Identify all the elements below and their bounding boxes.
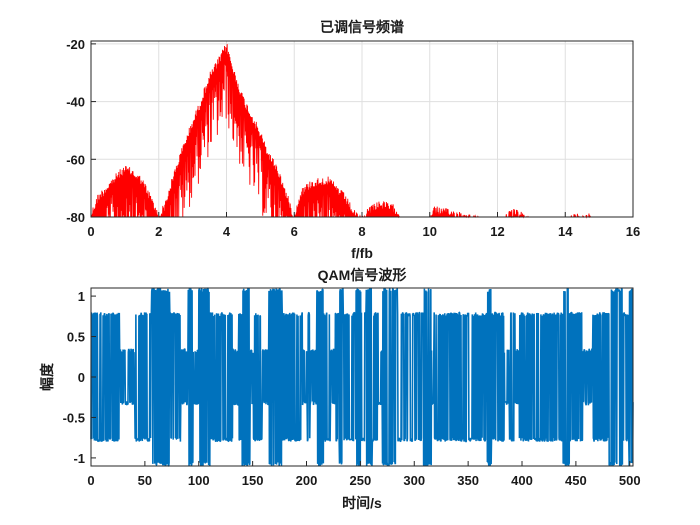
- waveform-x-tick-label: 450: [565, 473, 587, 488]
- waveform-y-tick-label: 0: [78, 370, 85, 385]
- spectrum-y-ticks: -20 -40 -60 -80: [66, 37, 96, 225]
- spectrum-x-label: f/fb: [351, 245, 373, 261]
- waveform-y-ticks: 1 0.5 0 -0.5 -1: [63, 289, 96, 466]
- waveform-line: [90, 287, 634, 467]
- spectrum-x-tick-label: 2: [155, 224, 162, 239]
- waveform-x-tick-label: 0: [87, 473, 94, 488]
- spectrum-x-tick-label: 8: [358, 224, 365, 239]
- waveform-title: QAM信号波形: [318, 267, 407, 283]
- spectrum-y-tick-label: -60: [66, 152, 85, 167]
- spectrum-x-tick-label: 6: [291, 224, 298, 239]
- waveform-y-tick-label: 1: [78, 289, 85, 304]
- waveform-subplot: 0 50 100 150 200 250 300 350 400 450 500 1 0.5 0 -0.5…: [39, 267, 641, 511]
- spectrum-x-tick-label: 4: [223, 224, 231, 239]
- waveform-x-tick-label: 250: [350, 473, 372, 488]
- spectrum-y-tick-label: -40: [66, 95, 85, 110]
- waveform-x-label: 时间/s: [342, 495, 382, 511]
- waveform-x-tick-label: 50: [138, 473, 152, 488]
- spectrum-title: 已调信号频谱: [320, 19, 404, 35]
- waveform-y-label: 幅度: [39, 362, 55, 391]
- spectrum-x-tick-label: 12: [490, 224, 504, 239]
- waveform-x-tick-label: 400: [511, 473, 533, 488]
- spectrum-x-tick-label: 10: [423, 224, 437, 239]
- spectrum-y-tick-label: -20: [66, 37, 85, 52]
- waveform-x-tick-label: 100: [188, 473, 210, 488]
- waveform-y-tick-label: -0.5: [63, 410, 85, 425]
- waveform-x-tick-label: 500: [619, 473, 641, 488]
- waveform-x-tick-label: 150: [242, 473, 264, 488]
- waveform-x-tick-label: 350: [457, 473, 479, 488]
- waveform-x-tick-label: 200: [296, 473, 318, 488]
- waveform-x-tick-label: 300: [403, 473, 425, 488]
- spectrum-x-ticks: 0 2 4 6 8 10 12 14 16: [87, 212, 640, 239]
- spectrum-subplot: 0 2 4 6 8 10 12 14 16 -20 -40 -60 -80 已调信号频谱 f/fb: [66, 19, 640, 261]
- waveform-x-ticks: 0 50 100 150 200 250 300 350 400 450 500: [87, 461, 641, 488]
- waveform-y-tick-label: 0.5: [67, 330, 85, 345]
- spectrum-x-tick-label: 0: [87, 224, 94, 239]
- spectrum-x-tick-label: 14: [558, 224, 573, 239]
- waveform-series: [90, 287, 634, 467]
- spectrum-y-tick-label: -80: [66, 210, 85, 225]
- spectrum-x-tick-label: 16: [626, 224, 640, 239]
- waveform-y-tick-label: -1: [73, 451, 85, 466]
